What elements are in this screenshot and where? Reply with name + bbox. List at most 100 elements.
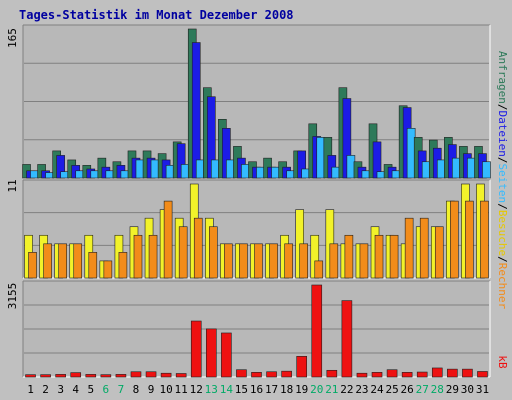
bar-rechner-day-1 xyxy=(28,252,37,279)
bar-kb-day-16 xyxy=(251,372,262,378)
legend-entry: Seiten xyxy=(496,163,509,203)
bar-kb-day-24 xyxy=(371,372,383,378)
bar-kb-day-17 xyxy=(266,371,277,378)
legend-entry: Anfragen xyxy=(496,51,509,104)
bar-kb-day-6 xyxy=(100,374,112,378)
bar-kb-day-2 xyxy=(40,374,51,378)
bar-rechner-day-13 xyxy=(209,226,218,279)
x-tick-label: 18 xyxy=(280,383,293,396)
x-tick-label: 17 xyxy=(265,383,278,396)
x-tick-label: 4 xyxy=(72,383,79,396)
bar-kb-day-26 xyxy=(401,372,413,378)
bar-rechner-day-12 xyxy=(193,217,203,279)
bar-rechner-day-8 xyxy=(133,234,143,279)
panel-top xyxy=(22,24,491,179)
legend-entry: / xyxy=(496,256,509,263)
bar-rechner-day-25 xyxy=(389,234,399,279)
bar-kb-day-12 xyxy=(190,320,202,378)
bar-kb-day-18 xyxy=(281,370,292,378)
bar-kb-day-28 xyxy=(431,367,443,378)
bar-rechner-day-14 xyxy=(224,243,233,279)
bar-kb-day-7 xyxy=(115,374,127,378)
bar-kb-day-29 xyxy=(447,368,458,378)
bar-rechner-day-10 xyxy=(163,200,173,279)
legend-entry: Dateien xyxy=(496,110,509,156)
chart-title: Tages-Statistik im Monat Dezember 2008 xyxy=(19,8,294,22)
series-legend-kb: kB xyxy=(496,355,509,369)
bar-rechner-day-22 xyxy=(344,234,354,279)
bar-kb-day-27 xyxy=(416,371,428,378)
x-tick-label: 20 xyxy=(310,383,323,396)
bar-rechner-day-26 xyxy=(404,217,414,279)
y-max-label-middle: 11 xyxy=(6,179,19,192)
bar-rechner-day-3 xyxy=(58,243,67,279)
x-tick-label: 29 xyxy=(446,383,459,396)
bar-kb-day-20 xyxy=(311,284,323,378)
bar-rechner-day-27 xyxy=(419,217,429,279)
bar-rechner-day-19 xyxy=(299,243,308,279)
bar-kb-day-15 xyxy=(236,369,247,378)
legend-entry: / xyxy=(496,203,509,210)
bar-kb-day-31 xyxy=(477,371,488,378)
bar-rechner-day-2 xyxy=(43,243,52,279)
x-tick-label: 28 xyxy=(431,383,444,396)
x-tick-label: 10 xyxy=(159,383,172,396)
x-tick-label: 22 xyxy=(340,383,353,396)
legend-entry: Rechner xyxy=(496,263,509,310)
x-tick-label: 12 xyxy=(190,383,203,396)
bar-kb-day-13 xyxy=(206,328,217,378)
x-tick-label: 2 xyxy=(42,383,49,396)
x-tick-label: 16 xyxy=(250,383,263,396)
x-tick-label: 14 xyxy=(220,383,234,396)
bar-rechner-day-31 xyxy=(480,200,489,279)
bar-kb-day-11 xyxy=(175,373,187,378)
x-tick-label: 11 xyxy=(175,383,188,396)
bar-rechner-day-5 xyxy=(88,252,98,279)
legend-entry: / xyxy=(496,157,509,164)
bar-rechner-day-23 xyxy=(359,243,369,279)
x-tick-label: 8 xyxy=(133,383,140,396)
series-legend: Anfragen/Dateien/Seiten/Besuche/Rechner xyxy=(496,51,509,310)
bar-kb-day-8 xyxy=(130,371,142,378)
bar-kb-day-25 xyxy=(386,369,398,378)
bar-rechner-day-21 xyxy=(329,243,339,279)
bar-rechner-day-18 xyxy=(284,243,293,279)
x-tick-label: 24 xyxy=(370,383,384,396)
x-tick-label: 9 xyxy=(148,383,155,396)
bar-kb-day-4 xyxy=(70,372,82,378)
bar-rechner-day-11 xyxy=(178,226,188,279)
x-tick-label: 30 xyxy=(461,383,474,396)
bar-dateien-day-12 xyxy=(191,42,201,179)
y-max-label-bottom: 3155 xyxy=(6,283,19,310)
bar-rechner-day-6 xyxy=(103,260,113,279)
bar-rechner-day-24 xyxy=(374,234,384,279)
bar-kb-day-3 xyxy=(55,374,66,378)
x-tick-label: 26 xyxy=(401,383,414,396)
x-tick-label: 27 xyxy=(416,383,429,396)
panel-middle xyxy=(22,179,491,279)
bar-kb-day-23 xyxy=(356,372,368,378)
x-tick-label: 6 xyxy=(103,383,110,396)
bar-seiten-day-31 xyxy=(482,161,491,179)
bar-kb-day-5 xyxy=(85,374,97,378)
legend-entry: / xyxy=(496,104,509,111)
bar-kb-day-10 xyxy=(160,372,172,378)
bar-rechner-day-4 xyxy=(73,243,83,279)
bar-kb-day-30 xyxy=(462,368,473,378)
bar-rechner-day-29 xyxy=(450,200,459,279)
bar-rechner-day-28 xyxy=(434,226,444,279)
x-tick-label: 25 xyxy=(385,383,398,396)
x-tick-label: 19 xyxy=(295,383,308,396)
y-axis-labels: 165 11 3155 xyxy=(6,28,19,309)
bar-kb-day-22 xyxy=(341,300,353,378)
x-tick-label: 21 xyxy=(325,383,338,396)
bar-kb-day-9 xyxy=(145,371,157,378)
x-tick-label: 7 xyxy=(118,383,125,396)
x-axis-labels: 1 2 3 4 5 6 7 8 9 10 11 12 13 14 15 16 17 18 19 20 21 22 23 24 2… xyxy=(27,383,489,396)
chart-panels xyxy=(22,24,491,378)
bar-rechner-day-9 xyxy=(148,234,158,279)
bar-kb-day-19 xyxy=(296,355,307,378)
panel-bottom xyxy=(22,280,491,378)
y-max-label-top: 165 xyxy=(6,28,19,48)
